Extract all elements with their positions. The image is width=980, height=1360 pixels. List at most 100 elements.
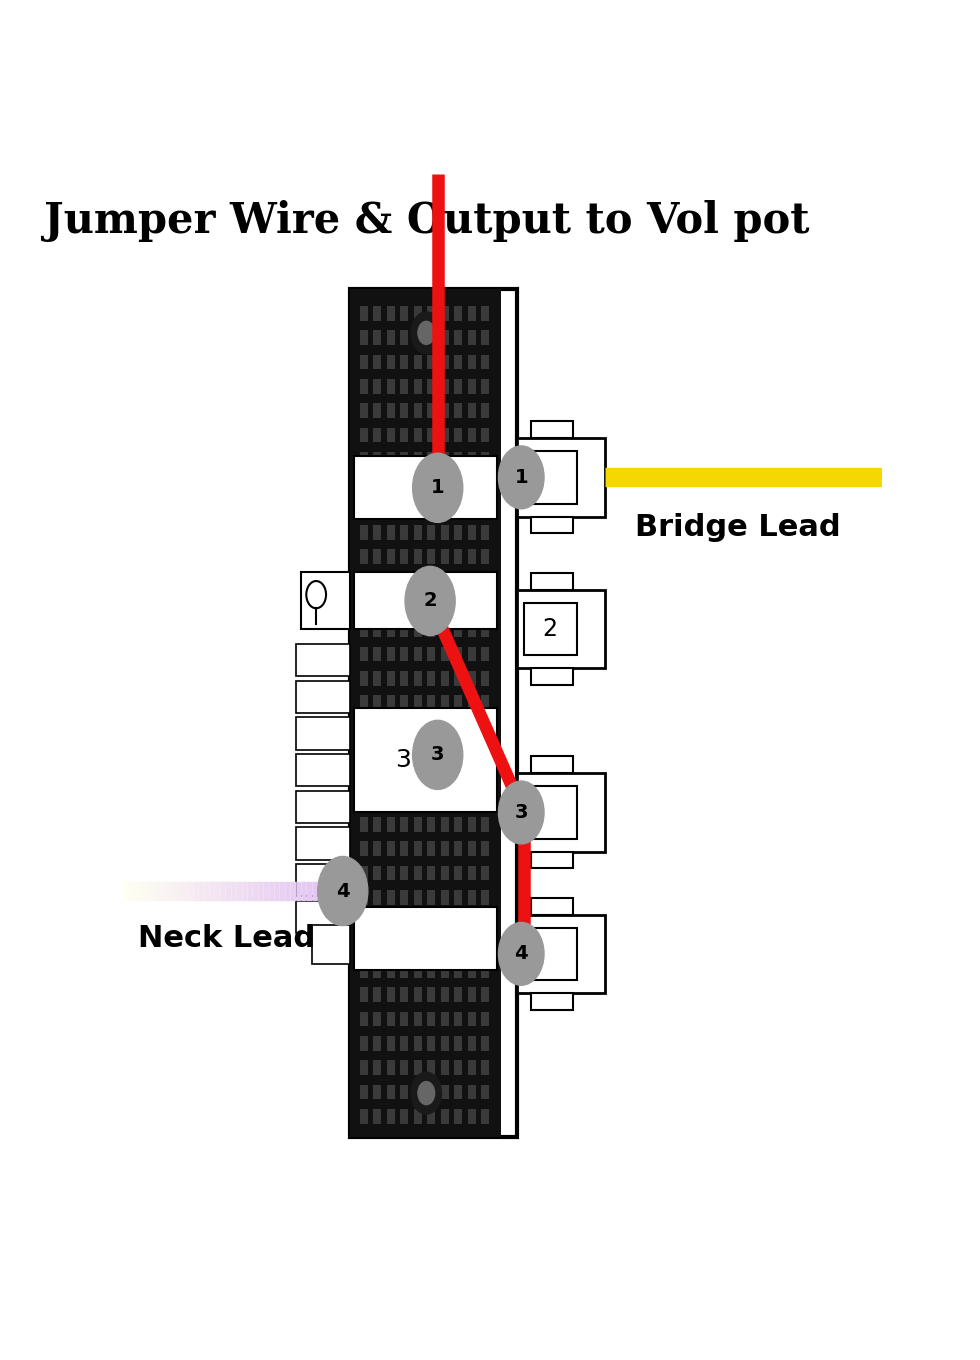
FancyBboxPatch shape: [454, 549, 463, 564]
FancyBboxPatch shape: [400, 306, 409, 321]
FancyBboxPatch shape: [386, 330, 395, 345]
FancyBboxPatch shape: [454, 598, 463, 613]
FancyBboxPatch shape: [360, 598, 368, 613]
FancyBboxPatch shape: [386, 404, 395, 418]
FancyBboxPatch shape: [441, 525, 449, 540]
FancyBboxPatch shape: [467, 330, 476, 345]
FancyBboxPatch shape: [414, 623, 421, 636]
FancyBboxPatch shape: [414, 744, 421, 759]
FancyBboxPatch shape: [427, 500, 435, 515]
FancyBboxPatch shape: [454, 963, 463, 978]
FancyBboxPatch shape: [467, 670, 476, 685]
FancyBboxPatch shape: [454, 1085, 463, 1099]
FancyBboxPatch shape: [481, 428, 489, 442]
FancyBboxPatch shape: [360, 1085, 368, 1099]
FancyBboxPatch shape: [360, 866, 368, 880]
FancyBboxPatch shape: [373, 914, 381, 929]
FancyBboxPatch shape: [400, 574, 409, 589]
FancyBboxPatch shape: [441, 842, 449, 855]
FancyBboxPatch shape: [427, 525, 435, 540]
FancyBboxPatch shape: [386, 744, 395, 759]
FancyBboxPatch shape: [523, 602, 576, 656]
FancyBboxPatch shape: [467, 744, 476, 759]
FancyBboxPatch shape: [400, 914, 409, 929]
FancyBboxPatch shape: [414, 866, 421, 880]
FancyBboxPatch shape: [467, 817, 476, 832]
FancyBboxPatch shape: [467, 793, 476, 808]
FancyBboxPatch shape: [414, 379, 421, 394]
FancyBboxPatch shape: [481, 306, 489, 321]
FancyBboxPatch shape: [360, 623, 368, 636]
FancyBboxPatch shape: [427, 695, 435, 710]
FancyBboxPatch shape: [414, 670, 421, 685]
FancyBboxPatch shape: [481, 379, 489, 394]
FancyBboxPatch shape: [360, 476, 368, 491]
FancyBboxPatch shape: [373, 379, 381, 394]
FancyBboxPatch shape: [360, 549, 368, 564]
FancyBboxPatch shape: [467, 500, 476, 515]
FancyBboxPatch shape: [531, 573, 573, 590]
FancyBboxPatch shape: [481, 549, 489, 564]
FancyBboxPatch shape: [400, 549, 409, 564]
FancyBboxPatch shape: [373, 963, 381, 978]
Circle shape: [417, 321, 435, 344]
FancyBboxPatch shape: [454, 355, 463, 370]
FancyBboxPatch shape: [373, 768, 381, 783]
FancyBboxPatch shape: [454, 817, 463, 832]
FancyBboxPatch shape: [441, 793, 449, 808]
Circle shape: [499, 922, 544, 985]
FancyBboxPatch shape: [373, 817, 381, 832]
FancyBboxPatch shape: [441, 404, 449, 418]
FancyBboxPatch shape: [454, 1012, 463, 1027]
FancyBboxPatch shape: [427, 623, 435, 636]
FancyBboxPatch shape: [427, 987, 435, 1002]
Circle shape: [318, 857, 368, 926]
FancyBboxPatch shape: [386, 670, 395, 685]
FancyBboxPatch shape: [454, 842, 463, 855]
FancyBboxPatch shape: [360, 914, 368, 929]
FancyBboxPatch shape: [427, 355, 435, 370]
FancyBboxPatch shape: [296, 681, 351, 713]
FancyBboxPatch shape: [386, 889, 395, 904]
FancyBboxPatch shape: [427, 647, 435, 661]
FancyBboxPatch shape: [354, 707, 497, 812]
FancyBboxPatch shape: [414, 938, 421, 953]
FancyBboxPatch shape: [414, 452, 421, 466]
FancyBboxPatch shape: [467, 549, 476, 564]
FancyBboxPatch shape: [360, 889, 368, 904]
FancyBboxPatch shape: [360, 1036, 368, 1051]
FancyBboxPatch shape: [373, 793, 381, 808]
FancyBboxPatch shape: [414, 525, 421, 540]
FancyBboxPatch shape: [427, 719, 435, 734]
FancyBboxPatch shape: [531, 756, 573, 774]
FancyBboxPatch shape: [481, 525, 489, 540]
FancyBboxPatch shape: [400, 695, 409, 710]
FancyBboxPatch shape: [414, 817, 421, 832]
FancyBboxPatch shape: [531, 422, 573, 438]
FancyBboxPatch shape: [400, 1012, 409, 1027]
FancyBboxPatch shape: [400, 1061, 409, 1074]
FancyBboxPatch shape: [441, 500, 449, 515]
FancyBboxPatch shape: [454, 647, 463, 661]
FancyBboxPatch shape: [386, 817, 395, 832]
FancyBboxPatch shape: [386, 914, 395, 929]
FancyBboxPatch shape: [386, 719, 395, 734]
Text: 2: 2: [423, 592, 437, 611]
FancyBboxPatch shape: [313, 925, 351, 964]
FancyBboxPatch shape: [360, 574, 368, 589]
FancyBboxPatch shape: [523, 452, 576, 503]
FancyBboxPatch shape: [414, 842, 421, 855]
Circle shape: [412, 1072, 441, 1114]
FancyBboxPatch shape: [360, 306, 368, 321]
FancyBboxPatch shape: [296, 790, 351, 823]
FancyBboxPatch shape: [427, 866, 435, 880]
FancyBboxPatch shape: [454, 1110, 463, 1123]
FancyBboxPatch shape: [360, 768, 368, 783]
FancyBboxPatch shape: [454, 793, 463, 808]
FancyBboxPatch shape: [481, 647, 489, 661]
FancyBboxPatch shape: [441, 1085, 449, 1099]
FancyBboxPatch shape: [386, 768, 395, 783]
FancyBboxPatch shape: [386, 476, 395, 491]
Text: 3: 3: [396, 748, 412, 772]
FancyBboxPatch shape: [400, 476, 409, 491]
